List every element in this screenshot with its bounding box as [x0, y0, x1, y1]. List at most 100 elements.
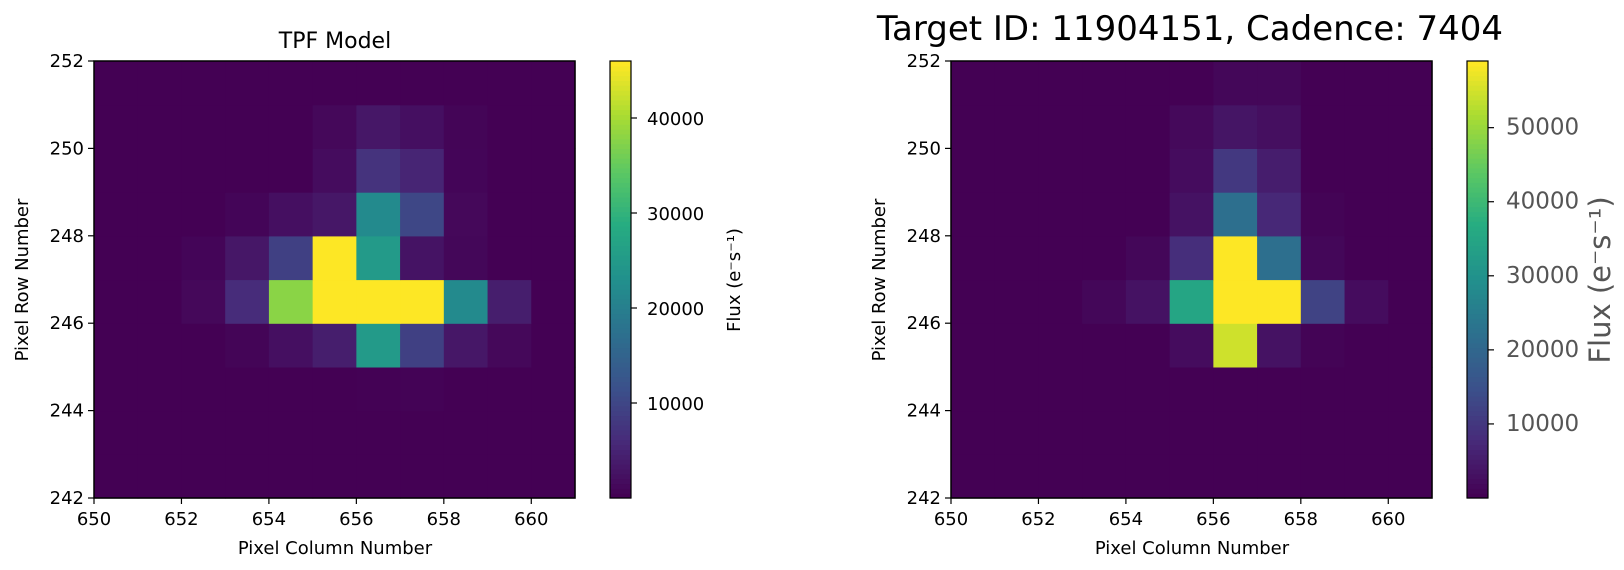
- heatmap-cell: [531, 323, 576, 368]
- y-tick-label: 250: [907, 138, 941, 159]
- heatmap-cell: [1082, 410, 1127, 455]
- colorbar-segment: [610, 221, 631, 227]
- heatmap-cell: [1038, 61, 1083, 106]
- heatmap-cell: [1300, 410, 1346, 455]
- heatmap-cell: [1082, 279, 1127, 324]
- heatmap-cell: [1257, 410, 1302, 455]
- colorbar-segment: [1467, 337, 1488, 344]
- colorbar-segment: [610, 347, 631, 353]
- heatmap-cell: [443, 192, 489, 237]
- heatmap-cell: [531, 148, 576, 193]
- colorbar-segment: [610, 260, 631, 266]
- heatmap-cell: [94, 454, 139, 499]
- colorbar-segment: [1467, 192, 1488, 198]
- colorbar-segment: [610, 366, 631, 373]
- colorbar-segment: [1467, 65, 1488, 72]
- x-tick-label: 660: [514, 509, 548, 530]
- heatmap-cell: [1388, 323, 1433, 368]
- colorbar-tick-label: 30000: [1506, 263, 1579, 289]
- colorbar-segment: [1467, 366, 1488, 373]
- heatmap-cell: [531, 454, 576, 499]
- heatmap-cell: [94, 366, 139, 412]
- heatmap-cell: [1125, 148, 1171, 193]
- heatmap-cell: [312, 104, 357, 149]
- heatmap-cell: [487, 192, 532, 237]
- colorbar-segment: [610, 449, 631, 455]
- heatmap-cell: [1388, 104, 1433, 149]
- heatmap-cell: [356, 454, 401, 499]
- heatmap-cell: [137, 235, 183, 281]
- colorbar-segment: [1467, 211, 1488, 217]
- heatmap-cell: [1125, 323, 1171, 368]
- heatmap-cell: [356, 148, 401, 193]
- colorbar-segment: [1467, 235, 1488, 242]
- colorbar-segment: [610, 124, 631, 130]
- heatmap-cell: [181, 366, 226, 412]
- colorbar-segment: [610, 425, 631, 431]
- heatmap-cell: [1344, 104, 1389, 149]
- colorbar-segment: [610, 298, 631, 305]
- colorbar-segment: [610, 143, 631, 149]
- heatmap-cell: [181, 148, 226, 193]
- colorbar-segment: [610, 240, 631, 247]
- heatmap-cell: [531, 410, 576, 455]
- heatmap-cell: [400, 454, 445, 499]
- heatmap-cell: [137, 323, 183, 368]
- heatmap-cell: [137, 104, 183, 149]
- heatmap-cell: [268, 366, 314, 412]
- colorbar-segment: [610, 104, 631, 111]
- heatmap-cell: [1082, 366, 1127, 412]
- heatmap-cell: [356, 323, 401, 368]
- colorbar-segment: [1467, 439, 1488, 446]
- heatmap-cell: [951, 454, 996, 499]
- heatmap-cell: [181, 410, 226, 455]
- heatmap-cell: [356, 61, 401, 106]
- colorbar-segment: [1467, 148, 1488, 154]
- y-axis: 242 244 246 248 250 252: [50, 51, 94, 509]
- heatmap-cell: [137, 192, 183, 237]
- colorbar-tick-label: 10000: [647, 394, 704, 415]
- heatmap-cell: [487, 104, 532, 149]
- heatmap-cell: [356, 235, 401, 281]
- colorbar-label: Flux (e⁻s⁻¹): [724, 228, 745, 332]
- colorbar-segment: [610, 255, 631, 261]
- heatmap-cell: [487, 61, 532, 106]
- heatmap-cell: [1257, 323, 1302, 368]
- colorbar-segment: [1467, 381, 1488, 387]
- colorbar-segment: [1467, 434, 1488, 441]
- heatmap-cell: [1300, 323, 1346, 368]
- heatmap-cell: [994, 192, 1040, 237]
- heatmap-cell: [137, 410, 183, 455]
- colorbar-segment: [1467, 80, 1488, 86]
- heatmap-cell: [356, 192, 401, 237]
- colorbar-segment: [1467, 284, 1488, 290]
- heatmap-cell: [1344, 323, 1389, 368]
- colorbar-segment: [1467, 459, 1488, 465]
- heatmap-cell: [951, 366, 996, 412]
- heatmap-cell: [994, 104, 1040, 149]
- colorbar-segment: [1467, 85, 1488, 91]
- y-axis: 242 244 246 248 250 252: [907, 51, 951, 509]
- colorbar-segment: [1467, 182, 1488, 188]
- colorbar-segment: [1467, 332, 1488, 339]
- y-tick-label: 250: [50, 138, 84, 159]
- colorbar-frame: [1466, 60, 1489, 499]
- colorbar-segment: [1467, 308, 1488, 315]
- y-tick-label: 248: [907, 226, 941, 247]
- colorbar-tick-label: 50000: [1506, 115, 1579, 141]
- heatmap-cell: [1300, 148, 1346, 193]
- heatmap-cell: [181, 279, 226, 324]
- colorbar-segment: [1467, 483, 1488, 489]
- colorbar-segment: [1467, 313, 1488, 319]
- heatmap-cell: [1213, 454, 1258, 499]
- colorbar-segment: [610, 230, 631, 237]
- colorbar-segment: [610, 284, 631, 290]
- heatmap-cells: [94, 61, 576, 499]
- heatmap-cell: [312, 192, 357, 237]
- y-axis-label: Pixel Row Number: [869, 198, 890, 361]
- heatmap-cell: [94, 323, 139, 368]
- colorbar-segment: [610, 323, 631, 329]
- colorbar-segment: [1467, 464, 1488, 470]
- colorbar-segment: [1467, 352, 1488, 358]
- heatmap-cell: [312, 61, 357, 106]
